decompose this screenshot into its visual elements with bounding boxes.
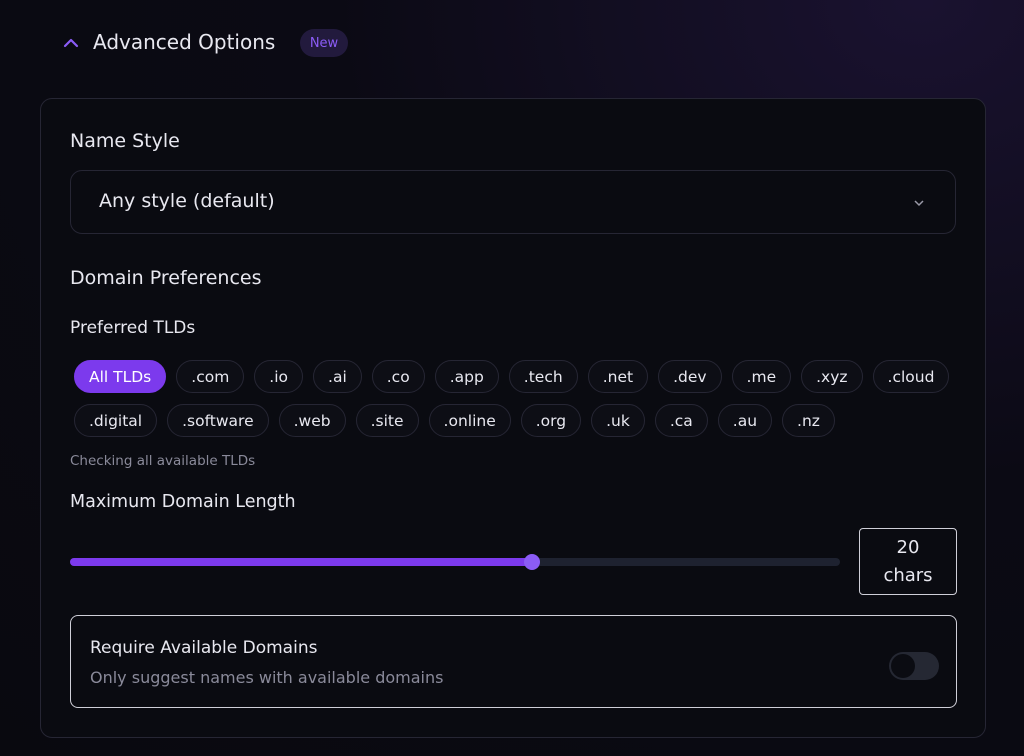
tld-chip[interactable]: .cloud [872,360,950,393]
tld-chip[interactable]: .org [520,404,582,437]
value: 20 [896,536,920,558]
section-heading: Domain Preferences [70,267,262,289]
tld-chip[interactable]: .software [167,404,269,437]
toggle-title: Require Available Domains [90,638,318,658]
field-label: Maximum Domain Length [70,492,296,512]
tld-chip[interactable]: .io [254,360,304,393]
toggle-description: Only suggest names with available domain… [90,668,444,687]
field-label: Name Style [70,130,180,152]
toggle-card: Require Available Domains Only suggest n… [70,615,957,708]
tld-chip[interactable]: .ca [654,404,708,437]
tld-chip[interactable]: .nz [782,404,835,437]
slider-thumb[interactable] [524,554,540,570]
slider-track[interactable] [70,554,840,570]
select-value: Any style (default) [99,190,275,212]
tld-chip[interactable]: .au [717,404,773,437]
value-box: 20 chars [859,528,957,595]
tld-chip[interactable]: .dev [658,360,722,393]
toggle-knob [891,654,915,678]
tld-chip[interactable]: .xyz [801,360,863,393]
collapse-icon[interactable] [62,34,80,52]
field-label: Preferred TLDs [70,318,196,338]
style-select[interactable]: Any style (default) [70,170,956,234]
unit: chars [883,564,933,586]
tld-chip[interactable]: .app [434,360,499,393]
tld-chip[interactable]: .me [731,360,792,393]
tld-chip[interactable]: .site [355,404,419,437]
tld-chip[interactable]: .net [587,360,649,393]
tld-chip[interactable]: .online [428,404,511,437]
tld-chip[interactable]: .ai [313,360,362,393]
tld-chip[interactable]: .com [176,360,245,393]
tld-chip[interactable]: All TLDs [74,360,167,393]
tld-chip[interactable]: .co [371,360,425,393]
hint: Checking all available TLDs [70,453,256,469]
section-title[interactable]: Advanced Options [93,30,276,54]
toggle[interactable] [889,652,939,680]
tld-chip[interactable]: .digital [74,404,158,437]
slider-fill [70,558,532,566]
tld-chip[interactable]: .tech [508,360,578,393]
tld-chip[interactable]: .web [278,404,346,437]
tld-chip[interactable]: .uk [591,404,645,437]
badge: New [300,29,348,57]
dropdown-icon [914,200,924,207]
tld-chips: All TLDs .com .io .ai .co .app .tech .net .dev .m… [74,360,964,437]
